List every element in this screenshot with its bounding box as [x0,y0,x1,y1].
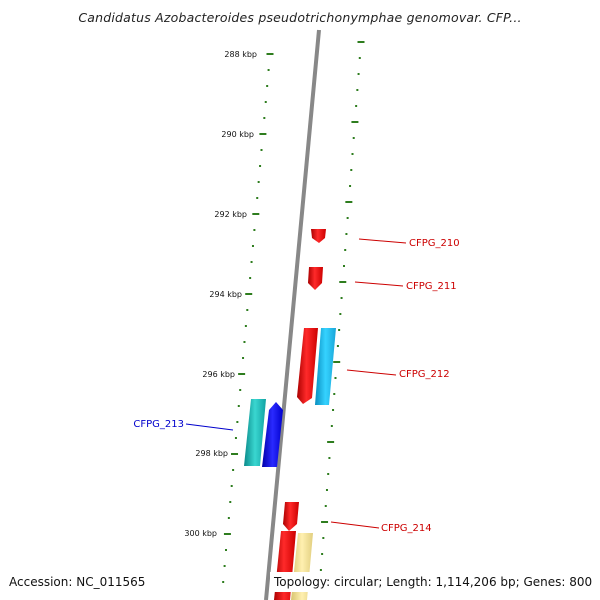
gene-labels: CFPG_210 CFPG_211 CFPG_212 CFPG_213 CFPG… [133,238,459,534]
gene-label-cfpg-214[interactable]: CFPG_214 [381,523,432,534]
gene-cfpg-212-partner[interactable] [315,328,336,405]
kbp-label: 298 kbp [195,449,228,458]
kbp-label: 292 kbp [214,210,247,219]
accession-text: Accession: NC_011565 [9,575,146,589]
gene-cfpg-211[interactable] [308,267,323,290]
kbp-label: 290 kbp [221,130,254,139]
gene-label-cfpg-211[interactable]: CFPG_211 [406,281,457,292]
gene-cfpg-212[interactable] [297,328,318,404]
kbp-label: 288 kbp [224,50,257,59]
kbp-label: 294 kbp [209,290,242,299]
gene-label-cfpg-210[interactable]: CFPG_210 [409,238,460,249]
gene-label-cfpg-212[interactable]: CFPG_212 [399,369,450,380]
kbp-labels: 288 kbp 290 kbp 292 kbp 294 kbp 296 kbp … [184,50,257,538]
gene-features[interactable] [244,229,336,600]
gene-cfpg-213-partner[interactable] [244,399,266,466]
gene-cfpg-214[interactable] [283,502,299,531]
label-leaders [185,238,407,529]
genome-summary: Topology: circular; Length: 1,114,206 bp… [270,572,597,592]
gene-cfpg-210[interactable] [311,229,326,243]
ruler-ticks [222,41,365,587]
gene-cfpg-213[interactable] [262,402,283,467]
genome-title: Candidatus Azobacteroides pseudotrichony… [78,10,522,25]
gene-label-cfpg-213[interactable]: CFPG_213 [133,419,184,430]
kbp-label: 296 kbp [202,370,235,379]
kbp-label: 300 kbp [184,529,217,538]
genome-backbone [264,29,321,600]
